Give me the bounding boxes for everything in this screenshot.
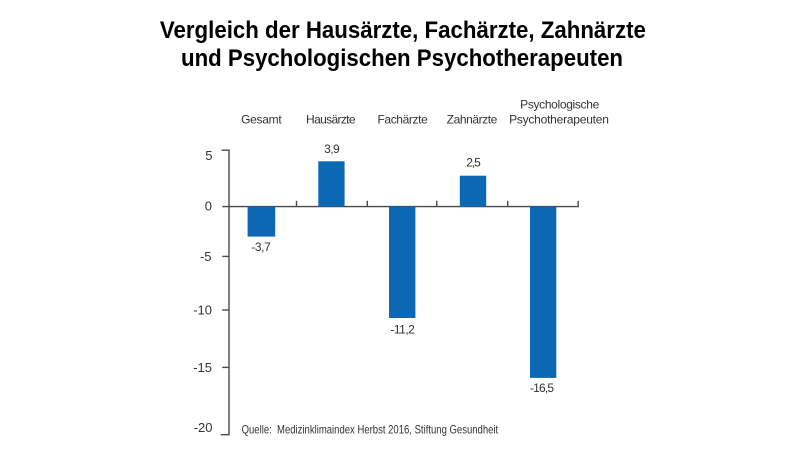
svg-text:-11,2: -11,2	[390, 322, 415, 336]
svg-text:Fachärzte: Fachärzte	[377, 113, 428, 127]
svg-text:Gesamt: Gesamt	[241, 113, 282, 127]
svg-text:-10: -10	[193, 303, 212, 318]
svg-text:Quelle: Medizinklimaindex Her: Quelle: Medizinklimaindex Herbst 2016, S…	[242, 423, 499, 437]
svg-text:Vergleich der Hausärzte, Fachä: Vergleich der Hausärzte, Fachärzte, Zahn…	[160, 17, 646, 44]
svg-text:2,5: 2,5	[466, 156, 481, 170]
svg-text:und Psychologischen Psychother: und Psychologischen Psychotherapeuten	[181, 45, 623, 72]
svg-text:3,9: 3,9	[324, 142, 340, 156]
svg-text:Zahnärzte: Zahnärzte	[447, 113, 498, 127]
svg-text:Psychologische: Psychologische	[520, 98, 599, 112]
svg-text:-5: -5	[200, 249, 212, 264]
svg-text:0: 0	[205, 199, 212, 214]
svg-text:5: 5	[205, 148, 212, 163]
svg-text:-3,7: -3,7	[251, 240, 271, 254]
svg-text:Psychotherapeuten: Psychotherapeuten	[509, 113, 609, 127]
svg-text:-20: -20	[194, 420, 213, 435]
svg-text:-16,5: -16,5	[530, 381, 554, 395]
svg-text:Hausärzte: Hausärzte	[306, 113, 356, 127]
svg-text:-15: -15	[193, 360, 212, 375]
